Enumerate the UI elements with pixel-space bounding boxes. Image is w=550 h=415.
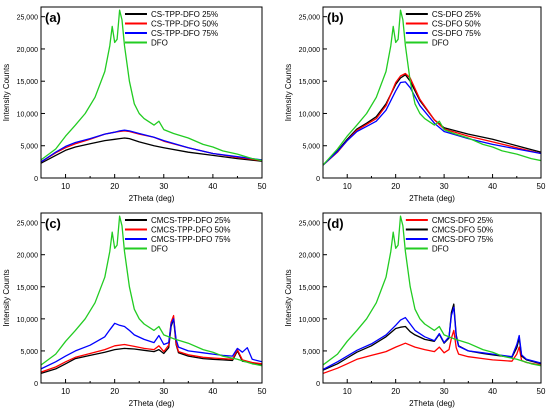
- x-tick-label: 50: [537, 182, 546, 191]
- series-line-2: [323, 72, 541, 166]
- legend-label: CMCS-TPP-DFO 75%: [151, 235, 231, 244]
- y-tick-label: 15,000: [299, 285, 321, 292]
- x-tick-label: 40: [488, 387, 497, 396]
- panel-a: 10 20 30 40 50 0 5,000 10,000 15,000 20,000 25,000…: [2, 6, 267, 203]
- series-line-3: [41, 318, 262, 370]
- x-tick-label: 50: [537, 387, 546, 396]
- plot-frame: [322, 212, 542, 384]
- y-tick-label: 0: [316, 381, 320, 388]
- y-tick-label: 10,000: [17, 111, 39, 118]
- legend-label: DFO: [151, 245, 168, 254]
- x-axis-label: 2Theta (deg): [409, 194, 455, 203]
- legend-label: DFO: [432, 39, 449, 48]
- x-tick-label: 10: [61, 182, 70, 191]
- plot-frame: [40, 6, 263, 179]
- y-tick-label: 5,000: [20, 349, 38, 356]
- x-tick-label: 30: [440, 387, 449, 396]
- panel-label: (d): [327, 216, 344, 231]
- x-axis-label: 2Theta (deg): [129, 399, 175, 408]
- y-tick-label: 25,000: [299, 15, 321, 22]
- legend-label: CMCS-DFO 50%: [432, 226, 493, 235]
- series-line-1: [41, 137, 262, 164]
- y-tick-label: 15,000: [17, 285, 39, 292]
- x-axis-label: 2Theta (deg): [129, 194, 175, 203]
- x-tick-label: 30: [159, 387, 168, 396]
- y-tick-label: 15,000: [299, 79, 321, 86]
- y-tick-label: 25,000: [17, 221, 39, 228]
- y-axis-label: Intensity Counts: [2, 64, 11, 121]
- x-tick-label: 30: [440, 182, 449, 191]
- y-tick-label: 10,000: [17, 317, 39, 324]
- y-tick-label: 5,000: [20, 144, 38, 151]
- x-tick-label: 20: [391, 387, 400, 396]
- x-tick-label: 50: [258, 387, 267, 396]
- panel-label: (c): [45, 216, 61, 231]
- series-line-1: [323, 329, 541, 375]
- x-tick-label: 30: [159, 182, 168, 191]
- x-tick-label: 20: [110, 387, 119, 396]
- y-tick-label: 15,000: [17, 79, 39, 86]
- series-line-4: [41, 9, 262, 162]
- legend-label: CS-TPP-DFO 75%: [151, 29, 218, 38]
- series-line-4: [41, 215, 262, 367]
- y-tick-label: 20,000: [299, 253, 321, 260]
- legend-label: DFO: [151, 39, 168, 48]
- panel-label: (b): [327, 10, 344, 25]
- legend-label: CMCS-DFO 25%: [432, 216, 493, 225]
- y-axis-label: Intensity Counts: [284, 64, 293, 121]
- series-line-4: [323, 9, 541, 166]
- series-line-1: [41, 318, 262, 375]
- x-axis-label: 2Theta (deg): [409, 399, 455, 408]
- series-line-3: [41, 129, 262, 163]
- y-tick-label: 0: [34, 176, 38, 183]
- legend-label: CMCS-TPP-DFO 50%: [151, 226, 231, 235]
- y-tick-label: 10,000: [299, 111, 321, 118]
- series-line-1: [323, 74, 541, 166]
- y-tick-label: 5,000: [302, 144, 320, 151]
- plot-frame: [322, 6, 542, 179]
- y-tick-label: 20,000: [17, 47, 39, 54]
- y-tick-label: 5,000: [302, 349, 320, 356]
- legend-label: CS-TPP-DFO 25%: [151, 10, 218, 19]
- x-tick-label: 40: [208, 182, 217, 191]
- legend-label: CMCS-DFO 75%: [432, 235, 493, 244]
- x-tick-label: 20: [110, 182, 119, 191]
- panel-label: (a): [45, 10, 61, 25]
- x-tick-label: 10: [343, 387, 352, 396]
- y-tick-label: 20,000: [17, 253, 39, 260]
- x-tick-label: 40: [208, 387, 217, 396]
- panel-b: 10 20 30 40 50 0 5,000 10,000 15,000 20,000 25,000…: [284, 6, 546, 203]
- panel-d: 10 20 30 40 50 0 5,000 10,000 15,000 20,000 25,000…: [284, 212, 546, 408]
- y-tick-label: 10,000: [299, 317, 321, 324]
- x-tick-label: 50: [258, 182, 267, 191]
- y-tick-label: 20,000: [299, 47, 321, 54]
- y-tick-label: 25,000: [17, 15, 39, 22]
- legend-label: CS-TPP-DFO 50%: [151, 20, 218, 29]
- legend-label: CS-DFO 75%: [432, 29, 481, 38]
- x-tick-label: 10: [61, 387, 70, 396]
- x-tick-label: 20: [391, 182, 400, 191]
- series-line-3: [323, 306, 541, 371]
- x-tick-label: 40: [488, 182, 497, 191]
- y-tick-label: 25,000: [299, 221, 321, 228]
- legend-label: CS-DFO 25%: [432, 10, 481, 19]
- y-axis-label: Intensity Counts: [2, 269, 11, 326]
- series-line-2: [41, 314, 262, 373]
- series-line-4: [323, 215, 541, 367]
- y-tick-label: 0: [316, 176, 320, 183]
- x-tick-label: 10: [343, 182, 352, 191]
- y-axis-label: Intensity Counts: [284, 269, 293, 326]
- legend-label: DFO: [432, 245, 449, 254]
- legend-label: CMCS-TPP-DFO 25%: [151, 216, 231, 225]
- panel-c: 10 20 30 40 50 0 5,000 10,000 15,000 20,000 25,000…: [2, 212, 267, 408]
- legend-label: CS-DFO 50%: [432, 20, 481, 29]
- y-tick-label: 0: [34, 381, 38, 388]
- plot-frame: [40, 212, 263, 384]
